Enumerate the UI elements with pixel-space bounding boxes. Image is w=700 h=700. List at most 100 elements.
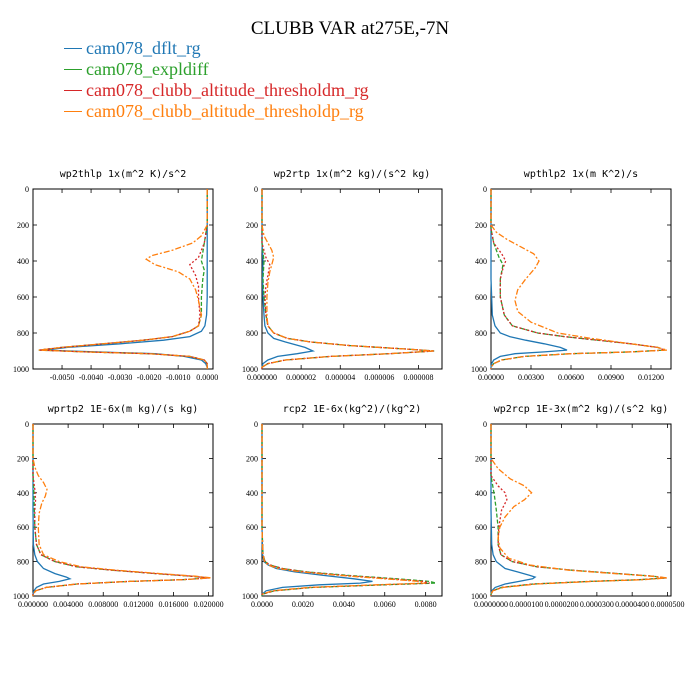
x-tick-label: -0.0030 bbox=[108, 373, 133, 382]
y-tick-label: 600 bbox=[17, 523, 29, 532]
x-tick-label: 0.000000 bbox=[247, 373, 277, 382]
chart-panel-5: rcp2 1E-6x(kg^2)/(kg^2) 0 200 400 600 800 1000… bbox=[242, 404, 443, 609]
plot-frame bbox=[261, 188, 443, 370]
x-tick-label: -0.0010 bbox=[166, 373, 191, 382]
legend-swatch bbox=[64, 69, 82, 70]
x-tick-label: 0.0000 bbox=[251, 600, 273, 609]
x-tick-label: 0.0020 bbox=[292, 600, 314, 609]
y-tick-label: 0 bbox=[483, 185, 487, 194]
plot-frame bbox=[490, 188, 672, 370]
x-tick-label: 0.0080 bbox=[415, 600, 437, 609]
x-tick-label: 0.0000100 bbox=[509, 600, 543, 609]
y-tick-label: 800 bbox=[17, 558, 29, 567]
y-tick-label: 400 bbox=[17, 489, 29, 498]
y-tick-label: 600 bbox=[246, 293, 258, 302]
legend-label: cam078_clubb_altitude_thresholdm_rg bbox=[86, 80, 369, 100]
x-tick-label: 0.000000 bbox=[18, 600, 48, 609]
legend-item: cam078_expldiff bbox=[64, 59, 369, 80]
panel-title: wp2thlp 1x(m^2 K)/s^2 bbox=[60, 169, 186, 180]
series-line-1 bbox=[44, 189, 208, 369]
x-tick-label: 0.0000200 bbox=[545, 600, 579, 609]
legend-swatch bbox=[64, 111, 82, 112]
chart-panel-4: wprtp2 1E-6x(m kg)/(s kg) 0 200 400 600 800 10… bbox=[13, 404, 224, 609]
y-tick-label: 400 bbox=[475, 489, 487, 498]
series-line-3 bbox=[490, 424, 666, 596]
x-tick-label: 0.00300 bbox=[518, 373, 544, 382]
y-tick-label: 400 bbox=[475, 257, 487, 266]
series-line-2 bbox=[32, 424, 209, 596]
series-line-4 bbox=[32, 424, 212, 596]
x-tick-label: -0.0020 bbox=[137, 373, 162, 382]
series-line-4 bbox=[261, 424, 426, 596]
y-tick-label: 0 bbox=[254, 420, 258, 429]
chart-panel-3: wpthlp2 1x(m K^2)/s020040060080010000.00… bbox=[471, 169, 672, 382]
x-tick-label: 0.004000 bbox=[53, 600, 83, 609]
x-tick-label: 0.000002 bbox=[286, 373, 316, 382]
series-line-1 bbox=[261, 189, 316, 369]
y-tick-label: 800 bbox=[246, 558, 258, 567]
x-tick-label: 0.0000000 bbox=[474, 600, 508, 609]
y-tick-label: 200 bbox=[475, 454, 487, 463]
legend-swatch bbox=[64, 48, 82, 49]
series-line-1 bbox=[490, 424, 537, 596]
plot-frame bbox=[32, 188, 214, 370]
y-tick-label: 400 bbox=[17, 257, 29, 266]
panel-title: rcp2 1E-6x(kg^2)/(kg^2) bbox=[283, 404, 421, 415]
x-tick-label: 0.012000 bbox=[123, 600, 153, 609]
panel-title: wp2rtp 1x(m^2 kg)/(s^2 kg) bbox=[274, 169, 431, 180]
x-tick-label: 0.0000300 bbox=[580, 600, 614, 609]
y-tick-label: 800 bbox=[475, 558, 487, 567]
series-line-2 bbox=[490, 424, 666, 596]
x-tick-label: 0.000004 bbox=[325, 373, 355, 382]
y-tick-label: 600 bbox=[17, 293, 29, 302]
x-tick-label: 0.0000 bbox=[196, 373, 218, 382]
legend-item: cam078_clubb_altitude_thresholdp_rg bbox=[64, 101, 369, 122]
x-tick-label: 0.016000 bbox=[158, 600, 188, 609]
series-line-4 bbox=[38, 189, 208, 369]
plot-frame bbox=[490, 423, 672, 597]
series-line-4 bbox=[261, 189, 435, 369]
chart-panel-6: wp2rcp 1E-3x(m^2 kg)/(s^2 kg) 0 200 400 600 8… bbox=[471, 404, 684, 609]
y-tick-label: 0 bbox=[254, 185, 258, 194]
legend: cam078_dflt_rg cam078_expldiff cam078_cl… bbox=[64, 38, 369, 122]
y-tick-label: 0 bbox=[25, 185, 29, 194]
x-tick-label: 0.000008 bbox=[404, 373, 434, 382]
page-title: CLUBB VAR at275E,-7N bbox=[250, 18, 450, 39]
y-tick-label: 200 bbox=[17, 454, 29, 463]
legend-label: cam078_expldiff bbox=[86, 59, 209, 79]
y-tick-label: 0 bbox=[483, 420, 487, 429]
chart-panel-1: wp2thlp 1x(m^2 K)/s^2 0 200 400 600 800 1000 -0… bbox=[13, 169, 218, 382]
panel-title: wpthlp2 1x(m K^2)/s bbox=[524, 169, 638, 180]
legend-label: cam078_dflt_rg bbox=[86, 38, 201, 58]
y-tick-label: 0 bbox=[25, 420, 29, 429]
y-tick-label: 400 bbox=[246, 489, 258, 498]
x-tick-label: 0.00000 bbox=[478, 373, 504, 382]
y-tick-label: 800 bbox=[475, 329, 487, 338]
series-line-4 bbox=[490, 424, 668, 596]
y-tick-label: 400 bbox=[246, 257, 258, 266]
series-line-2 bbox=[490, 189, 665, 369]
y-tick-label: 200 bbox=[246, 221, 258, 230]
x-tick-label: 0.0000400 bbox=[615, 600, 649, 609]
y-tick-label: 800 bbox=[246, 329, 258, 338]
y-tick-label: 200 bbox=[475, 221, 487, 230]
x-tick-label: 0.0000500 bbox=[650, 600, 684, 609]
x-tick-label: 0.008000 bbox=[88, 600, 118, 609]
series-line-1 bbox=[490, 189, 568, 369]
x-tick-label: 0.000006 bbox=[364, 373, 394, 382]
y-tick-label: 600 bbox=[475, 523, 487, 532]
y-tick-label: 1000 bbox=[242, 365, 258, 374]
legend-item: cam078_dflt_rg bbox=[64, 38, 369, 59]
panel-title: wp2rcp 1E-3x(m^2 kg)/(s^2 kg) bbox=[494, 404, 669, 415]
chart-panel-2: wp2rtp 1x(m^2 kg)/(s^2 kg) 0 200 400 600 800 1… bbox=[242, 169, 443, 382]
y-tick-label: 1000 bbox=[242, 592, 258, 601]
y-tick-label: 1000 bbox=[471, 365, 487, 374]
y-tick-label: 800 bbox=[17, 329, 29, 338]
x-tick-label: -0.0050 bbox=[50, 373, 75, 382]
x-tick-label: 0.020000 bbox=[194, 600, 224, 609]
y-tick-label: 200 bbox=[246, 454, 258, 463]
series-line-4 bbox=[490, 189, 668, 369]
series-line-1 bbox=[32, 424, 72, 596]
x-tick-label: 0.00900 bbox=[598, 373, 624, 382]
